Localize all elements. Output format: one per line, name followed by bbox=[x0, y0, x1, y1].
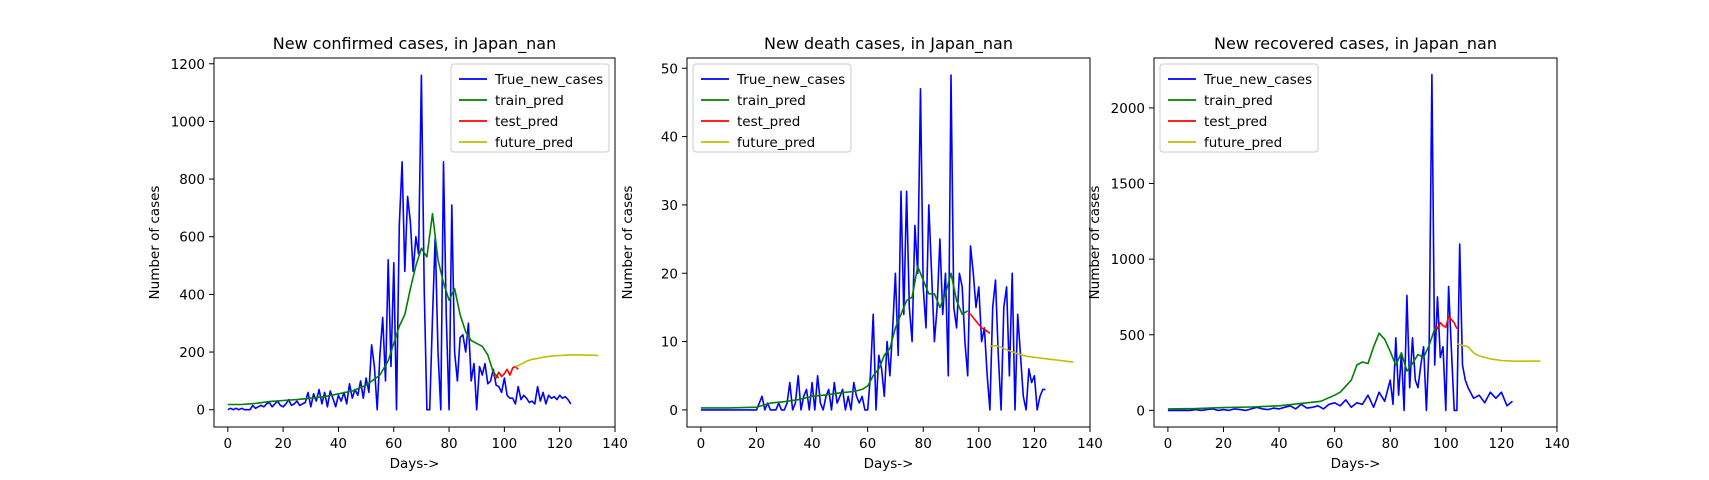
x-tick-label: 80 bbox=[440, 436, 457, 452]
x-tick-label: 100 bbox=[491, 436, 517, 452]
legend-label: future_pred bbox=[1204, 135, 1282, 151]
series-line-true-new-cases bbox=[227, 74, 572, 411]
y-tick-label: 1000 bbox=[1111, 252, 1145, 268]
x-tick-label: 60 bbox=[385, 436, 402, 452]
chart-title: New confirmed cases, in Japan_nan bbox=[273, 34, 556, 54]
x-tick-label: 120 bbox=[1022, 436, 1048, 452]
x-axis-label: Days-> bbox=[864, 456, 914, 472]
x-tick-label: 140 bbox=[602, 436, 628, 452]
chart-panel-2: 0 20 40 60 80 100 120 140 0 10 20 30 40 50 New death c… bbox=[620, 34, 1103, 472]
legend-label: True_new_cases bbox=[494, 72, 603, 88]
x-axis-label: Days-> bbox=[390, 456, 440, 472]
y-tick-label: 0 bbox=[196, 403, 205, 419]
series-group bbox=[700, 74, 1074, 411]
x-tick-label: 40 bbox=[803, 436, 820, 452]
series-line-train-pred bbox=[227, 212, 500, 406]
series-line-test-pred bbox=[967, 313, 991, 335]
series-group bbox=[227, 74, 599, 411]
y-tick-label: 2000 bbox=[1111, 101, 1145, 117]
y-tick-label: 40 bbox=[661, 130, 678, 146]
y-axis-label: Number of cases bbox=[147, 186, 163, 300]
y-tick-label: 500 bbox=[1119, 328, 1145, 344]
legend-label: test_pred bbox=[1204, 114, 1267, 130]
y-tick-label: 0 bbox=[669, 403, 678, 419]
y-axis-label: Number of cases bbox=[1087, 186, 1103, 300]
series-line-true-new-cases bbox=[1167, 73, 1514, 412]
legend: True_new_cases train_pred test_pred future_… bbox=[450, 63, 610, 153]
legend-label: future_pred bbox=[495, 135, 573, 151]
series-line-train-pred bbox=[1167, 324, 1441, 410]
legend-label: True_new_cases bbox=[736, 72, 845, 88]
x-tick-label: 60 bbox=[1326, 436, 1343, 452]
x-tick-label: 140 bbox=[1544, 436, 1570, 452]
axes-frame bbox=[213, 57, 616, 428]
y-tick-label: 400 bbox=[179, 287, 205, 303]
x-tick-label: 100 bbox=[1433, 436, 1459, 452]
y-tick-label: 600 bbox=[179, 230, 205, 246]
legend-label: future_pred bbox=[737, 135, 815, 151]
x-tick-label: 0 bbox=[224, 436, 233, 452]
x-tick-label: 20 bbox=[1215, 436, 1232, 452]
x-axis-label: Days-> bbox=[1331, 456, 1381, 472]
legend: True_new_cases train_pred test_pred future_… bbox=[1159, 63, 1319, 153]
x-tick-label: 20 bbox=[275, 436, 292, 452]
series-line-future-pred bbox=[1456, 343, 1541, 363]
x-tick-label: 100 bbox=[966, 436, 992, 452]
x-tick-label: 20 bbox=[748, 436, 765, 452]
x-tick-label: 0 bbox=[697, 436, 706, 452]
y-tick-label: 0 bbox=[1136, 403, 1145, 419]
x-tick-label: 80 bbox=[1382, 436, 1399, 452]
chart-title: New death cases, in Japan_nan bbox=[764, 34, 1013, 54]
legend-label: test_pred bbox=[737, 114, 800, 130]
series-line-train-pred bbox=[700, 265, 969, 409]
y-tick-label: 50 bbox=[661, 61, 678, 77]
chart-panel-1: 0 20 40 60 80 100 120 140 0 200 400 600 800 1000 1200 N… bbox=[147, 34, 628, 472]
y-tick-label: 1200 bbox=[171, 57, 205, 73]
legend-label: True_new_cases bbox=[1203, 72, 1312, 88]
series-line-future-pred bbox=[515, 354, 599, 368]
y-tick-label: 20 bbox=[661, 266, 678, 282]
x-tick-label: 140 bbox=[1077, 436, 1103, 452]
x-tick-label: 80 bbox=[915, 436, 932, 452]
y-tick-label: 10 bbox=[661, 335, 678, 351]
series-line-future-pred bbox=[989, 344, 1074, 363]
y-tick-label: 200 bbox=[179, 345, 205, 361]
legend-box bbox=[692, 63, 852, 153]
series-group bbox=[1167, 73, 1541, 412]
y-axis-label: Number of cases bbox=[620, 186, 636, 300]
legend-box bbox=[1159, 63, 1319, 153]
x-tick-label: 40 bbox=[1270, 436, 1287, 452]
legend-box bbox=[450, 63, 610, 153]
x-tick-label: 60 bbox=[859, 436, 876, 452]
legend-label: train_pred bbox=[495, 93, 564, 109]
y-tick-label: 30 bbox=[661, 198, 678, 214]
legend: True_new_cases train_pred test_pred future_… bbox=[692, 63, 852, 153]
axes-frame bbox=[686, 57, 1091, 428]
axes-frame bbox=[1153, 57, 1558, 428]
series-line-true-new-cases bbox=[700, 74, 1046, 411]
x-tick-label: 120 bbox=[1489, 436, 1515, 452]
x-tick-label: 40 bbox=[330, 436, 347, 452]
x-tick-label: 120 bbox=[547, 436, 573, 452]
series-line-test-pred bbox=[1434, 315, 1458, 330]
legend-label: train_pred bbox=[1204, 93, 1273, 109]
x-tick-label: 0 bbox=[1164, 436, 1173, 452]
legend-label: test_pred bbox=[495, 114, 558, 130]
y-tick-label: 800 bbox=[179, 172, 205, 188]
y-tick-label: 1500 bbox=[1111, 177, 1145, 193]
chart-panel-3: 0 20 40 60 80 100 120 140 0 500 1000 1500 2000 New re… bbox=[1087, 34, 1570, 472]
y-tick-label: 1000 bbox=[171, 114, 205, 130]
legend-label: train_pred bbox=[737, 93, 806, 109]
chart-title: New recovered cases, in Japan_nan bbox=[1214, 34, 1497, 54]
series-line-test-pred bbox=[492, 365, 519, 379]
